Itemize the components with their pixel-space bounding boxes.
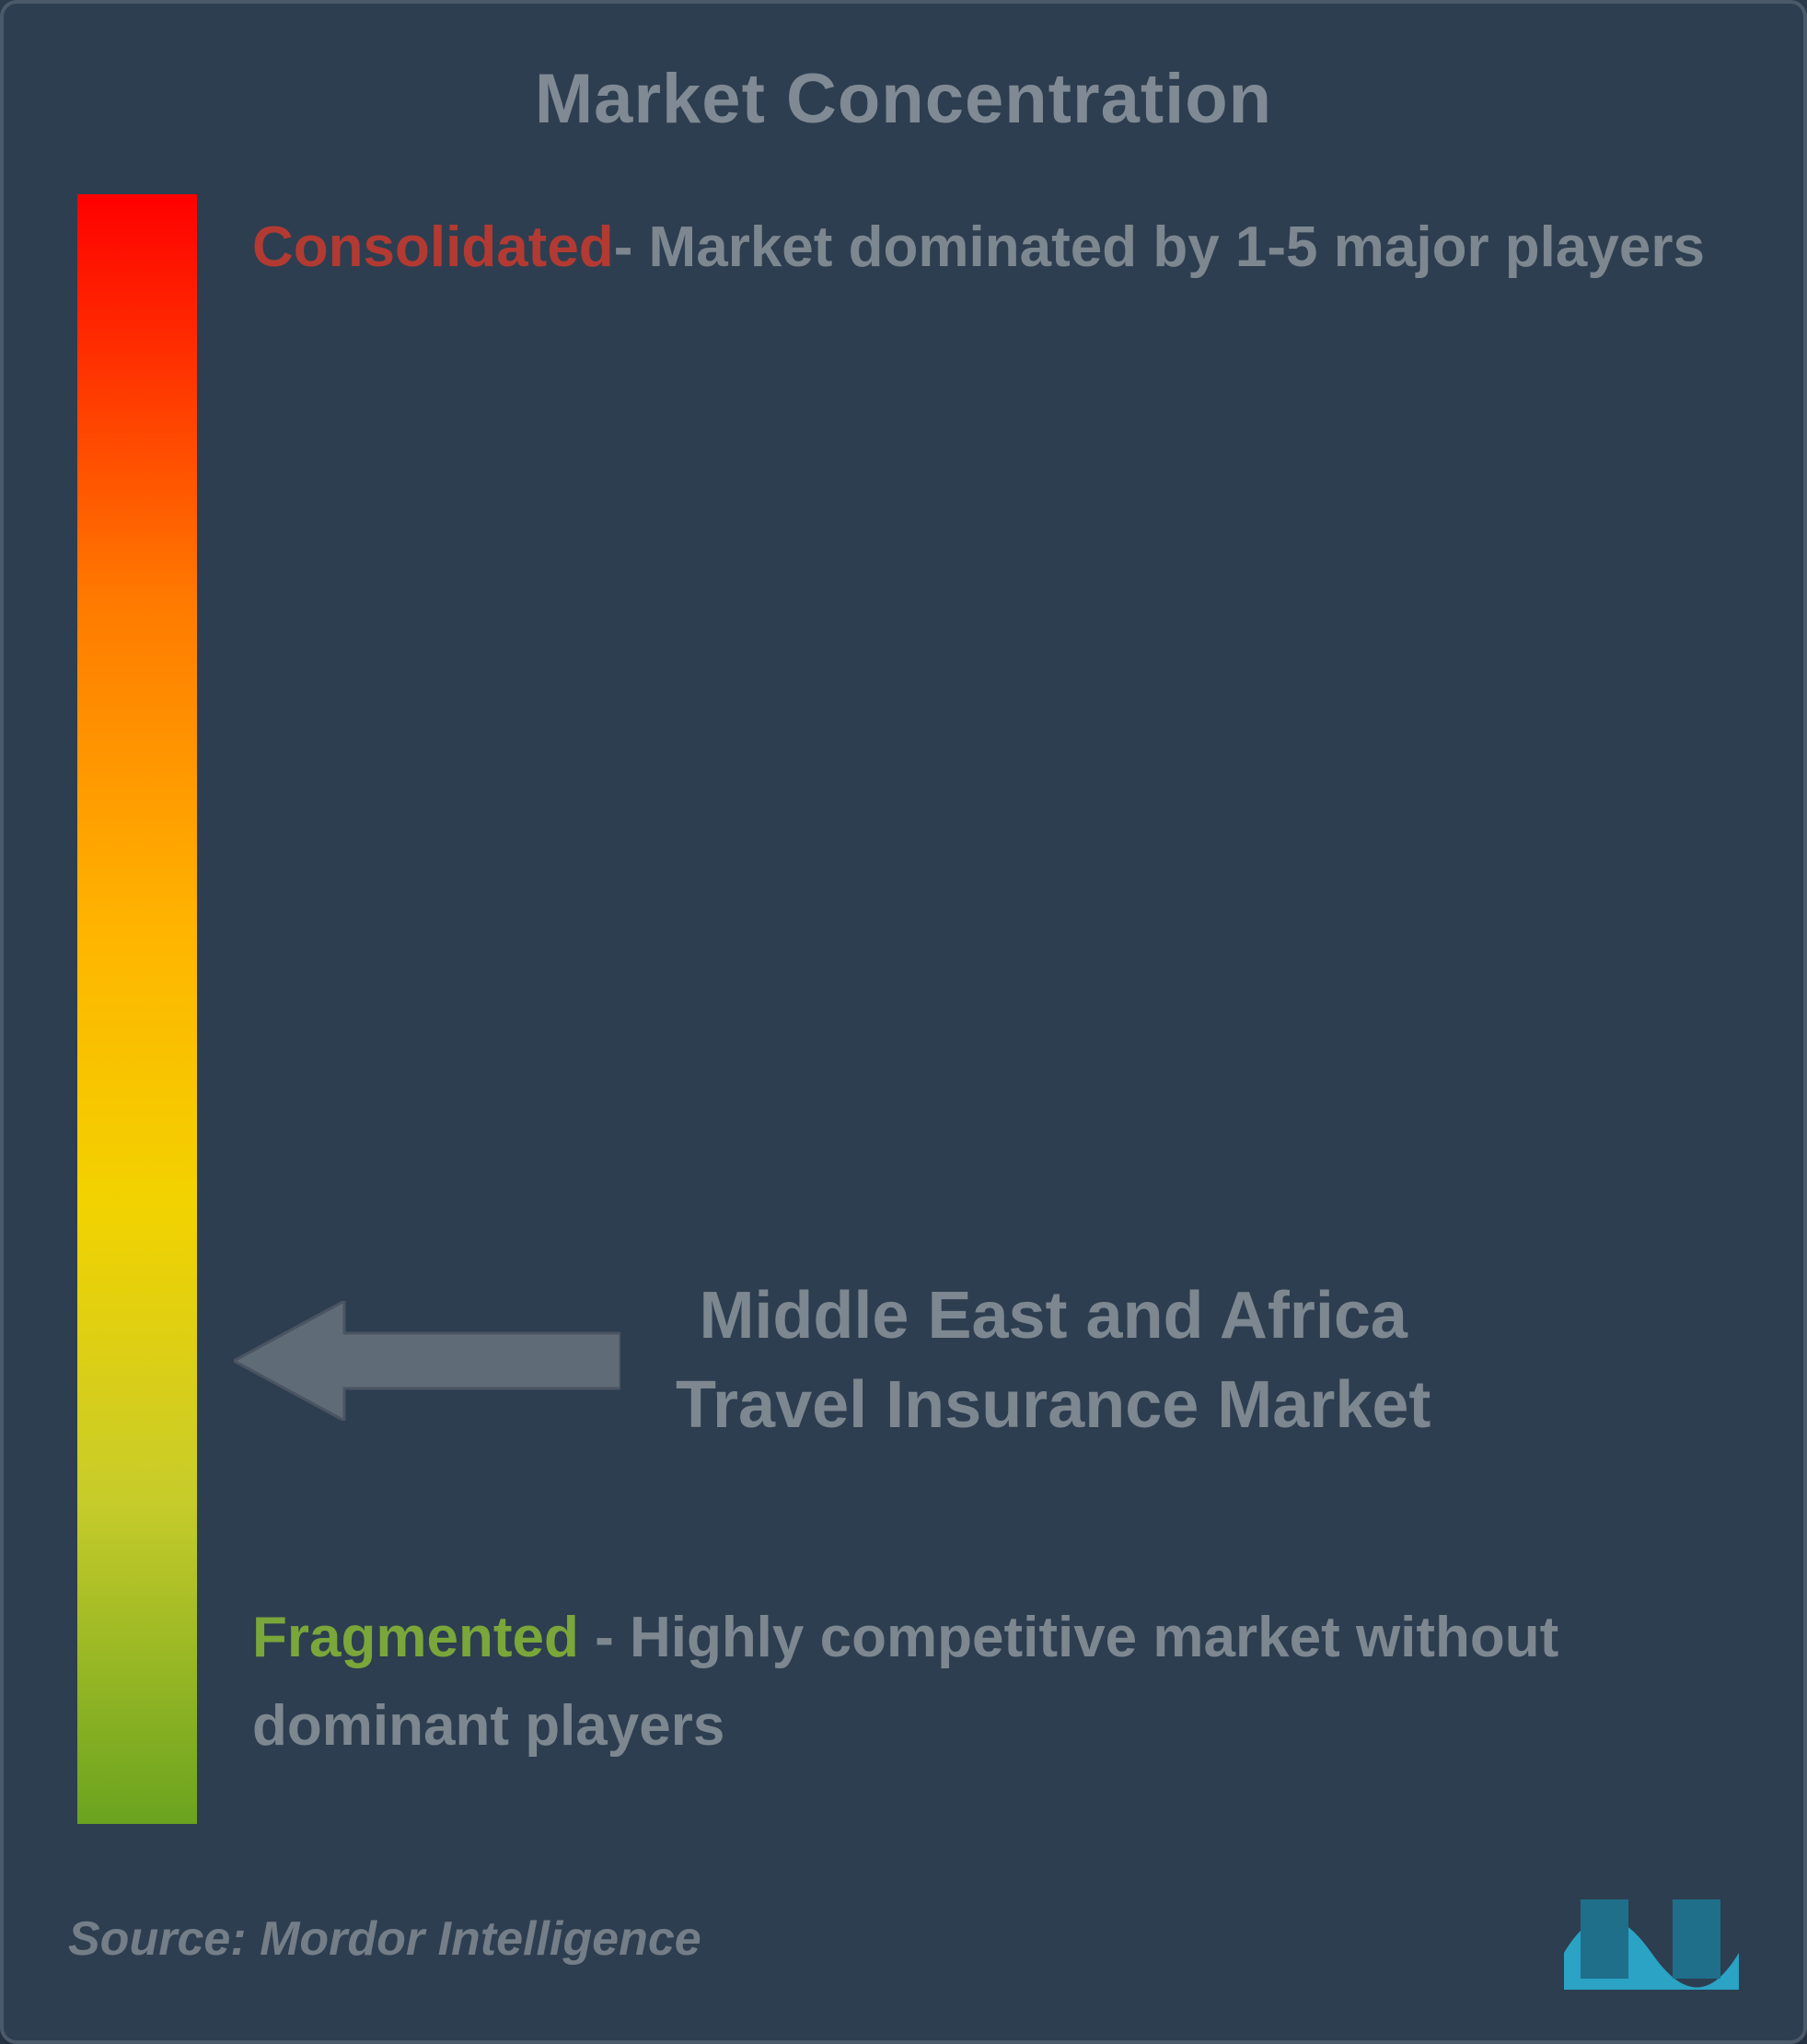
consolidated-desc: - Market dominated by 1-5 major players xyxy=(614,215,1705,279)
fragmented-label: Fragmented - Highly competitive market w… xyxy=(252,1594,1720,1771)
left-arrow-icon xyxy=(234,1301,620,1421)
footer: Source: Mordor Intelligence xyxy=(68,1888,1739,1990)
mordor-logo-icon xyxy=(1564,1888,1739,1990)
logo-bar-right xyxy=(1673,1899,1720,1979)
consolidated-keyword: Consolidated xyxy=(252,215,614,279)
chart-title: Market Concentration xyxy=(68,59,1739,139)
source-attribution: Source: Mordor Intelligence xyxy=(68,1911,701,1967)
market-name-line2: Travel Insurance Market xyxy=(676,1361,1431,1450)
market-name-label: Middle East and Africa Travel Insurance … xyxy=(676,1272,1431,1450)
logo-bar-left xyxy=(1581,1899,1628,1979)
arrow-shape xyxy=(234,1301,620,1421)
chart-content: Consolidated- Market dominated by 1-5 ma… xyxy=(68,194,1739,1833)
fragmented-keyword: Fragmented xyxy=(252,1606,579,1669)
source-name: Mordor Intelligence xyxy=(260,1912,701,1966)
market-name-line1: Middle East and Africa xyxy=(676,1272,1431,1361)
infographic-card: Market Concentration Consolidated- Marke… xyxy=(0,0,1807,2044)
consolidated-label: Consolidated- Market dominated by 1-5 ma… xyxy=(252,203,1720,292)
source-prefix: Source: xyxy=(68,1912,260,1966)
market-position-indicator: Middle East and Africa Travel Insurance … xyxy=(234,1272,1720,1450)
concentration-gradient-bar xyxy=(77,194,197,1824)
